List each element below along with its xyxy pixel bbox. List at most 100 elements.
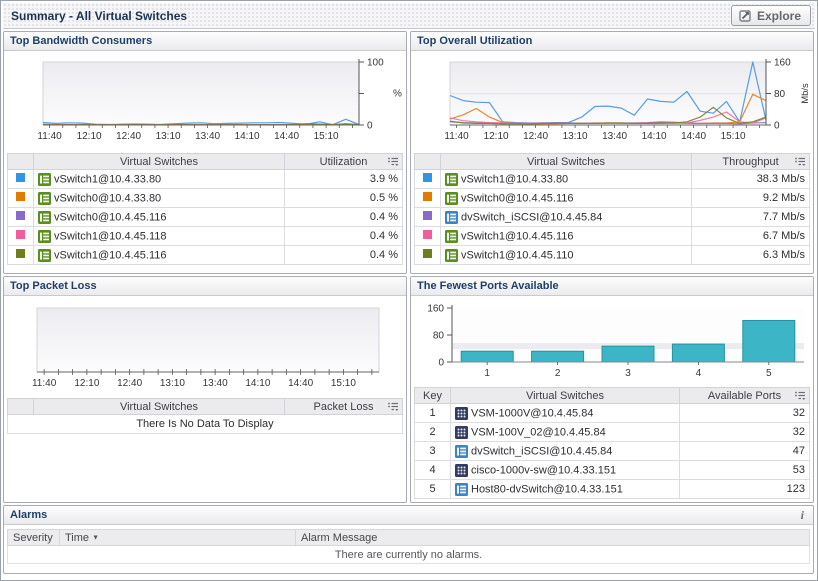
panel-utilization-header: Top Overall Utilization [411,32,813,51]
vswitch-icon [455,406,471,420]
table-customizer-icon[interactable] [387,156,399,169]
series-swatch [7,226,34,246]
vswitch-icon [445,172,461,186]
value-column-header[interactable]: Packet Loss [284,398,403,415]
key-cell: 2 [414,422,451,442]
alarms-table: Severity Time ▼ Alarm Message There are … [7,529,810,564]
table-row[interactable]: vSwitch1@10.4.45.116 6.7 Mb/s [414,226,810,246]
vswitch-icon [445,191,461,205]
table-row[interactable]: 1 VSM-1000V@10.4.45.84 32 [414,403,810,423]
vswitch-link[interactable]: vSwitch1@10.4.33.80 [33,169,285,189]
svg-text:14:40: 14:40 [288,378,313,389]
vswitch-link[interactable]: vSwitch1@10.4.33.80 [440,169,692,189]
panel-alarms-title: Alarms [10,509,48,521]
vswitch-link[interactable]: VSM-1000V@10.4.45.84 [450,403,680,423]
value-cell: 38.3 Mb/s [691,169,810,189]
table-customizer-icon[interactable] [794,156,806,169]
value-column-header[interactable]: Available Ports [679,387,810,404]
panel-ports-header: The Fewest Ports Available [411,277,813,296]
svg-text:14:10: 14:10 [245,378,270,389]
key-column-header[interactable]: Key [414,387,451,404]
vswitch-link[interactable]: Host80-dvSwitch@10.4.33.151 [450,479,680,499]
ports-chart[interactable]: 0 80 160 1 2 3 4 5 [414,300,814,386]
message-column-header[interactable]: Alarm Message [295,529,810,546]
table-row[interactable]: vSwitch0@10.4.45.116 0.4 % [7,207,403,227]
vswitch-link[interactable]: dvSwitch_iSCSI@10.4.45.84 [440,207,692,227]
swatch-column-header [414,153,441,170]
table-row[interactable]: vSwitch1@10.4.33.80 3.9 % [7,169,403,189]
table-row[interactable]: dvSwitch_iSCSI@10.4.45.84 7.7 Mb/s [414,207,810,227]
top-row: Top Bandwidth Consumers 11:40 12:10 12:40 1… [3,31,815,274]
table-row[interactable]: 4 cisco-1000v-sw@10.4.33.151 53 [414,460,810,480]
utilization-table: Virtual Switches Throughput vSwitch1@10.… [414,153,810,265]
svg-text:0: 0 [438,358,444,369]
vswitch-link[interactable]: vSwitch0@10.4.45.116 [33,207,285,227]
info-icon[interactable]: i [800,508,804,522]
table-customizer-icon[interactable] [387,401,399,414]
swatch-column-header [7,398,34,415]
name-column-header[interactable]: Virtual Switches [440,153,692,170]
series-swatch [414,207,441,227]
vswitch-link[interactable]: vSwitch1@10.4.45.116 [33,245,285,265]
value-column-header[interactable]: Throughput [691,153,810,170]
table-row[interactable]: vSwitch1@10.4.45.110 6.3 Mb/s [414,245,810,265]
vswitch-link[interactable]: vSwitch0@10.4.45.116 [440,188,692,208]
table-customizer-icon[interactable] [794,390,806,403]
panel-bandwidth: Top Bandwidth Consumers 11:40 12:10 12:40 1… [3,31,407,274]
vswitch-link[interactable]: dvSwitch_iSCSI@10.4.45.84 [450,441,680,461]
table-row: There are currently no alarms. [7,545,810,564]
table-row[interactable]: vSwitch1@10.4.45.118 0.4 % [7,226,403,246]
svg-text:80: 80 [433,331,445,342]
panel-alarms-header: Alarms i [4,506,813,525]
severity-column-header[interactable]: Severity [7,529,60,546]
svg-text:12:10: 12:10 [77,131,102,142]
value-cell: 0.4 % [284,226,403,246]
svg-text:14:40: 14:40 [274,131,299,142]
table-row[interactable]: 5 Host80-dvSwitch@10.4.33.151 123 [414,479,810,499]
explore-label: Explore [756,8,801,23]
vswitch-link[interactable]: vSwitch1@10.4.45.116 [440,226,692,246]
time-column-header[interactable]: Time ▼ [59,529,296,546]
vswitch-link[interactable]: vSwitch0@10.4.33.80 [33,188,285,208]
table-row: There Is No Data To Display [7,414,403,434]
utilization-chart[interactable]: 11:40 12:10 12:40 13:10 13:40 14:10 14:40 15:10… [414,55,814,152]
vswitch-icon [38,248,54,262]
vswitch-link[interactable]: VSM-100V_02@10.4.45.84 [450,422,680,442]
svg-text:12:10: 12:10 [484,131,509,142]
vswitch-link[interactable]: vSwitch1@10.4.45.118 [33,226,285,246]
table-row[interactable]: vSwitch1@10.4.45.116 0.4 % [7,245,403,265]
key-cell: 4 [414,460,451,480]
table-row[interactable]: 3 dvSwitch_iSCSI@10.4.45.84 47 [414,441,810,461]
table-row[interactable]: vSwitch0@10.4.33.80 0.5 % [7,188,403,208]
main-header: Summary - All Virtual Switches Explore [3,3,815,29]
table-row[interactable]: vSwitch1@10.4.33.80 38.3 Mb/s [414,169,810,189]
vswitch-link[interactable]: vSwitch1@10.4.45.110 [440,245,692,265]
name-column-header[interactable]: Virtual Switches [33,153,285,170]
svg-text:14:40: 14:40 [681,131,706,142]
panel-utilization-body: 11:40 12:10 12:40 13:10 13:40 14:10 14:40 15:10… [411,51,813,267]
vswitch-icon [38,210,54,224]
panel-alarms: Alarms i Severity Time ▼ Alarm Message T… [3,505,814,574]
svg-text:15:10: 15:10 [314,131,339,142]
vswitch-icon [38,229,54,243]
bandwidth-chart[interactable]: 11:40 12:10 12:40 13:10 13:40 14:10 14:40 15:10… [7,55,407,152]
table-row[interactable]: vSwitch0@10.4.45.116 9.2 Mb/s [414,188,810,208]
panel-bandwidth-header: Top Bandwidth Consumers [4,32,406,51]
svg-text:160: 160 [427,304,444,315]
packetloss-chart[interactable]: 11:40 12:10 12:40 13:10 13:40 14:10 14:40 15:10 [7,300,407,397]
table-row[interactable]: 2 VSM-100V_02@10.4.45.84 32 [414,422,810,442]
series-swatch [7,169,34,189]
svg-text:12:10: 12:10 [74,378,99,389]
svg-text:11:40: 11:40 [32,378,57,389]
vswitch-link[interactable]: cisco-1000v-sw@10.4.33.151 [450,460,680,480]
no-alarms-message: There are currently no alarms. [7,545,810,564]
value-cell: 0.5 % [284,188,403,208]
explore-button[interactable]: Explore [730,5,811,26]
value-column-header[interactable]: Utilization [284,153,403,170]
svg-text:12:40: 12:40 [117,378,142,389]
svg-text:13:40: 13:40 [203,378,228,389]
panel-ports-body: 0 80 160 1 2 3 4 5 Key Virtual Switches Availab… [411,296,813,501]
name-column-header[interactable]: Virtual Switches [33,398,285,415]
name-column-header[interactable]: Virtual Switches [450,387,680,404]
bandwidth-table: Virtual Switches Utilization vSwitch1@10… [7,153,403,265]
